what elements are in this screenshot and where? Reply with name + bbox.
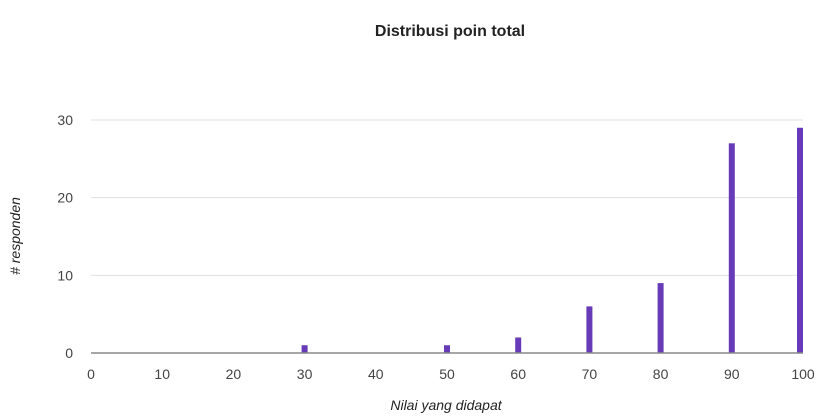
x-tick-label: 40 — [368, 366, 384, 382]
grid-lines — [91, 119, 803, 276]
x-tick-label: 60 — [510, 366, 526, 382]
y-tick-label: 30 — [57, 112, 73, 128]
bars — [301, 127, 803, 354]
x-tick-label: 80 — [653, 366, 669, 382]
bar — [797, 127, 803, 354]
x-tick-label: 20 — [226, 366, 242, 382]
x-tick-label: 70 — [582, 366, 598, 382]
y-axis-label: # responden — [7, 197, 23, 275]
bar — [444, 345, 450, 353]
bar — [728, 143, 735, 353]
x-axis-label: Nilai yang didapat — [390, 397, 502, 413]
y-tick-label: 20 — [57, 190, 73, 206]
x-tick-label: 50 — [439, 366, 455, 382]
y-tick-labels: 0 10 20 30 — [57, 112, 73, 361]
y-tick-label: 10 — [57, 267, 73, 283]
y-tick-label: 0 — [65, 345, 73, 361]
bar — [301, 345, 308, 353]
x-tick-label: 30 — [297, 366, 313, 382]
x-tick-labels: 0 10 20 30 40 50 60 70 80 90 100 — [87, 366, 815, 382]
bar — [657, 283, 664, 353]
chart-title: Distribusi poin total — [375, 23, 525, 40]
x-tick-label: 100 — [791, 366, 815, 382]
bar — [586, 306, 593, 353]
x-tick-label: 10 — [154, 366, 170, 382]
bar — [515, 337, 522, 353]
x-tick-label: 90 — [724, 366, 740, 382]
x-tick-label: 0 — [87, 366, 95, 382]
